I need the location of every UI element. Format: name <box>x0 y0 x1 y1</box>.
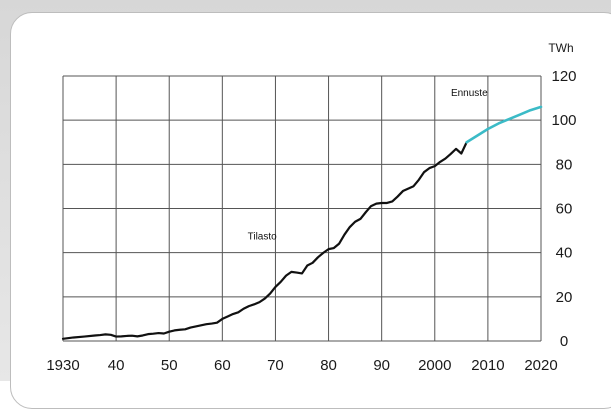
y-axis-unit-label: TWh <box>548 41 573 55</box>
x-tick-label: 70 <box>267 357 284 374</box>
x-tick-label: 2020 <box>524 357 557 374</box>
y-tick-label: 60 <box>556 201 573 218</box>
x-tick-label: 1930 <box>46 357 79 374</box>
x-tick-label: 50 <box>161 357 178 374</box>
y-tick-label: 100 <box>551 112 576 129</box>
series-line-tilasto <box>61 141 468 340</box>
y-tick-label: 0 <box>560 333 568 350</box>
grid-layer <box>62 75 542 342</box>
x-tick-label: 80 <box>320 357 337 374</box>
chart-card <box>10 12 611 409</box>
x-tick-label: 2010 <box>471 357 504 374</box>
y-tick-label: 120 <box>551 68 576 85</box>
series-line-ennuste <box>465 105 543 144</box>
annotation-layer: Tilasto Ennuste <box>248 88 488 243</box>
x-tick-label: 60 <box>214 357 231 374</box>
x-tick-label: 90 <box>373 357 390 374</box>
y-tick-label: 40 <box>556 245 573 262</box>
annotation-tilasto: Tilasto <box>248 231 278 242</box>
annotation-ennuste: Ennuste <box>451 88 488 99</box>
y-tick-label: 20 <box>556 289 573 306</box>
x-tick-label: 2000 <box>418 357 451 374</box>
series-layer <box>61 105 543 340</box>
x-tick-label: 40 <box>108 357 125 374</box>
y-tick-label: 80 <box>556 156 573 173</box>
